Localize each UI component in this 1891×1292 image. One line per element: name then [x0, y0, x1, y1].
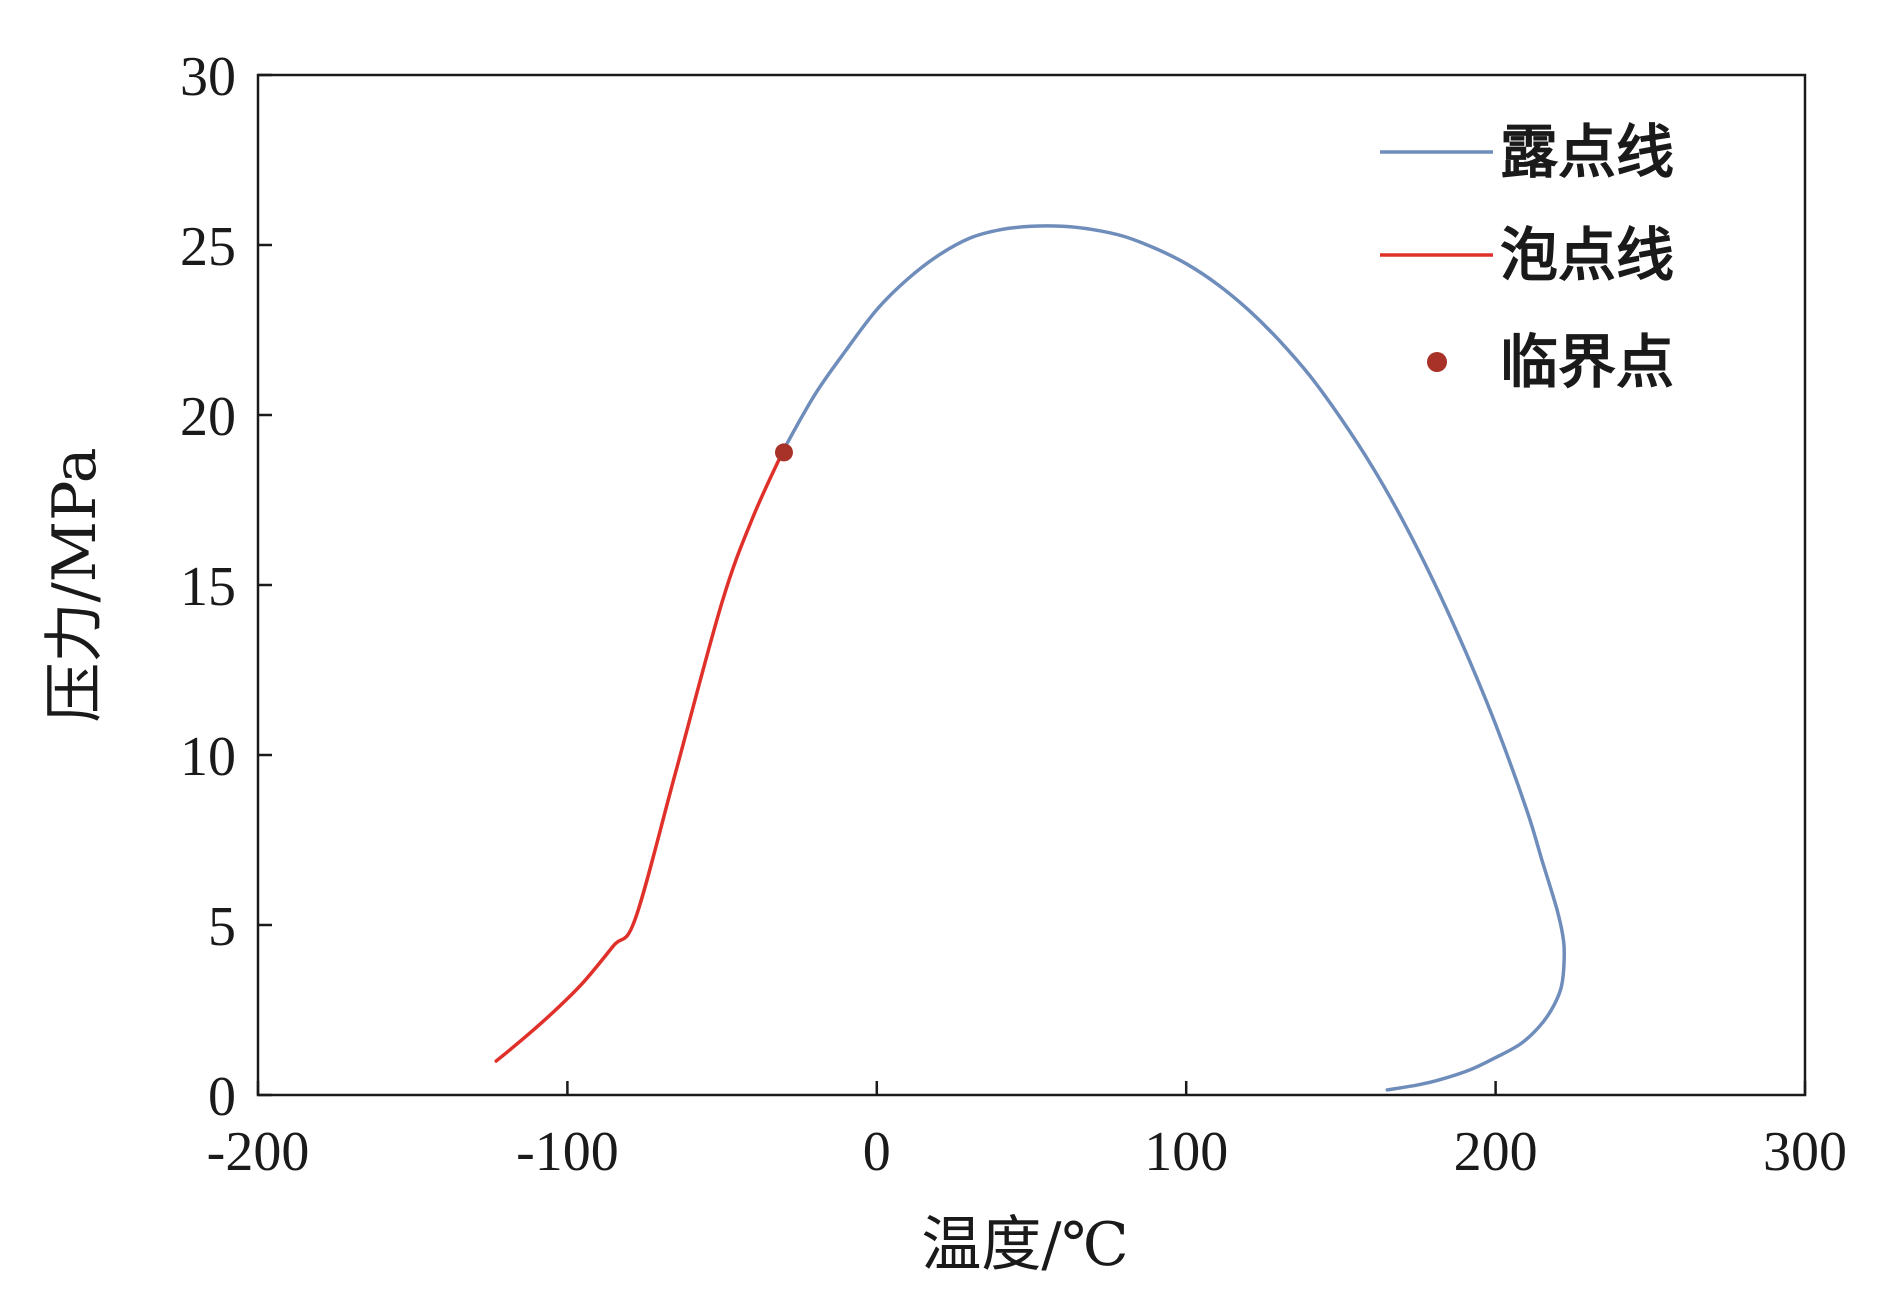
- x-tick-label: 100: [1144, 1121, 1228, 1183]
- x-tick-label: 300: [1763, 1121, 1847, 1183]
- y-tick-label: 30: [180, 46, 236, 108]
- x-tick-label: -100: [516, 1121, 619, 1183]
- y-tick-label: 0: [208, 1066, 236, 1128]
- x-axis-title: 温度/℃: [921, 1210, 1128, 1280]
- legend-label: 露点线: [1500, 118, 1674, 186]
- x-tick-label: 200: [1454, 1121, 1538, 1183]
- y-tick-label: 5: [208, 896, 236, 958]
- critical-point-marker: [774, 443, 793, 462]
- y-tick-label: 20: [180, 386, 236, 448]
- legend-item-critical-point: 临界点: [1427, 328, 1674, 396]
- x-tick-label: 0: [863, 1121, 891, 1183]
- y-tick-label: 25: [180, 216, 236, 278]
- x-tick-label: -200: [207, 1121, 310, 1183]
- y-axis-title: 压力/MPa: [40, 447, 110, 722]
- legend-item-bubble-point: 泡点线: [1380, 221, 1674, 289]
- x-axis: -200 -100 0 100 200 300: [207, 1081, 1847, 1183]
- series-line-bubble-point: [494, 447, 786, 1063]
- y-tick-label: 15: [180, 556, 236, 618]
- points-layer: [774, 443, 793, 462]
- y-axis: 0 5 10 15 20 25 30: [180, 46, 272, 1128]
- legend-label: 泡点线: [1500, 221, 1674, 289]
- legend-label: 临界点: [1500, 328, 1674, 396]
- series-layer: [494, 224, 1567, 1092]
- series-line-dew-point: [782, 224, 1567, 1092]
- legend-swatch: [1427, 352, 1447, 372]
- legend-item-dew-point: 露点线: [1380, 118, 1674, 186]
- y-tick-label: 10: [180, 726, 236, 788]
